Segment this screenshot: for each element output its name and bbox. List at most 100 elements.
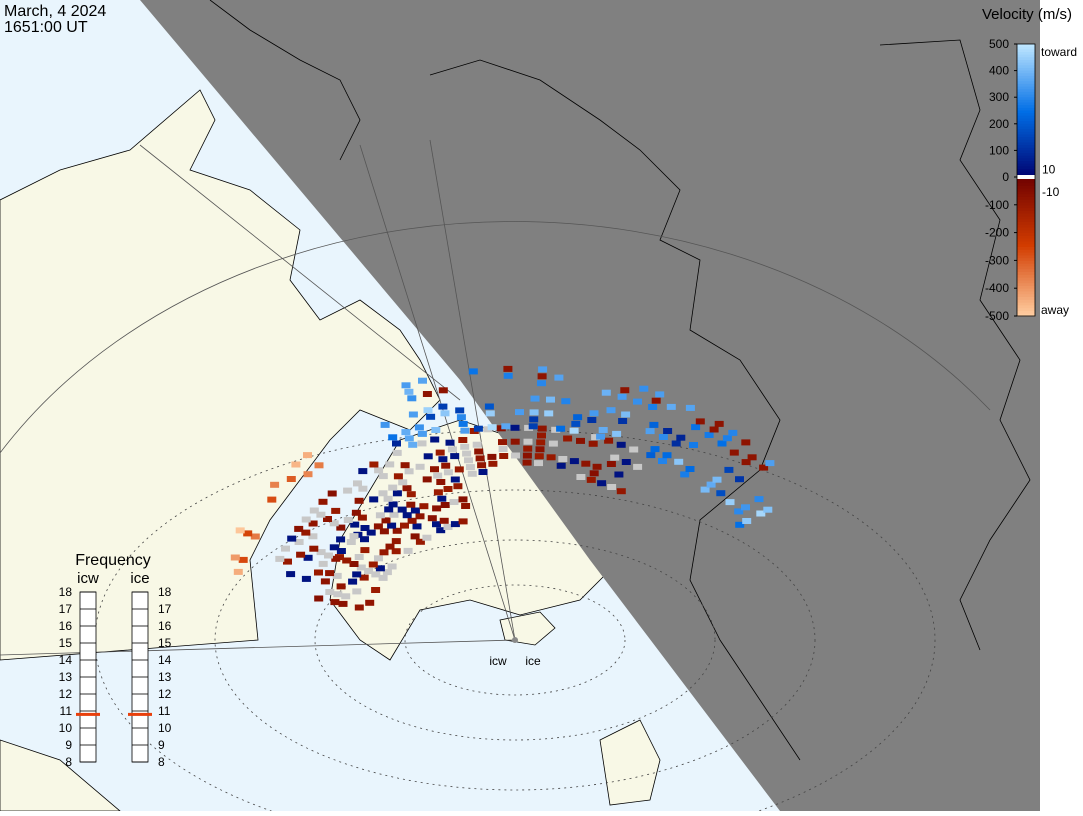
colorbar-segment <box>1017 199 1035 203</box>
echo-cell <box>358 468 368 475</box>
echo-cell <box>617 393 627 400</box>
colorbar-segment <box>1017 102 1035 106</box>
frequency-marker <box>76 712 100 716</box>
echo-cell <box>385 461 395 468</box>
echo-cell <box>406 491 416 498</box>
echo-cell <box>316 549 326 556</box>
echo-cell <box>301 516 311 523</box>
echo-cell <box>432 505 442 512</box>
echo-cell <box>330 599 340 606</box>
echo-cell <box>488 460 498 467</box>
echo-cell <box>691 424 701 431</box>
echo-cell <box>401 382 411 389</box>
coastlines <box>209 0 1031 761</box>
echo-cell <box>286 476 296 482</box>
colorbar-segment <box>1017 293 1035 298</box>
echo-cell <box>374 467 384 474</box>
echo-cell <box>374 555 383 562</box>
colorbar-tick-label: 200 <box>989 117 1009 131</box>
echo-cell <box>365 599 375 606</box>
colorbar-segment <box>1017 166 1035 170</box>
echo-cell <box>604 437 614 444</box>
echo-cell <box>309 545 319 552</box>
colorbar-segment <box>1017 268 1035 273</box>
colorbar-segment <box>1017 304 1035 309</box>
echo-cell <box>406 501 416 508</box>
echo-cell <box>569 458 579 465</box>
colorbar-segment <box>1017 54 1035 58</box>
echo-cell <box>741 504 750 511</box>
echo-cell <box>336 583 346 590</box>
echo-cell <box>610 454 620 461</box>
echo-cell <box>478 469 488 475</box>
colorbar-segment <box>1017 78 1035 82</box>
colorbar-segment <box>1017 204 1035 209</box>
echo-cell <box>281 545 290 552</box>
echo-cell <box>423 407 433 414</box>
echo-cell <box>301 529 311 536</box>
echo-cell <box>556 462 566 469</box>
colorbar-segment <box>1017 44 1035 48</box>
echo-cell <box>418 377 427 384</box>
colorbar-segment <box>1017 51 1035 56</box>
echo-cell <box>563 435 573 442</box>
echo-cell <box>503 372 513 379</box>
echo-cell <box>498 446 508 452</box>
echo-cell <box>522 452 532 459</box>
echo-cell <box>243 530 253 537</box>
echo-cell <box>587 417 597 423</box>
colorbar-segment <box>1017 302 1035 306</box>
colorbar-segment <box>1017 126 1035 130</box>
echo-cell <box>371 571 381 578</box>
echo-cell <box>402 512 412 519</box>
echo-cell <box>291 461 301 468</box>
echo-cell <box>639 385 649 392</box>
echo-cell <box>501 423 511 430</box>
echo-cell <box>561 398 571 405</box>
colorbar-segment <box>1017 75 1035 80</box>
echo-cell <box>648 404 658 410</box>
echo-cell <box>320 578 330 585</box>
colorbar-segment <box>1017 147 1035 151</box>
radar-name: icw <box>77 570 99 587</box>
echo-cell <box>314 569 323 576</box>
frequency-title: Frequency <box>75 552 151 569</box>
echo-cell <box>346 539 356 545</box>
echo-cell <box>450 476 460 483</box>
colorbar-segment <box>1017 115 1035 119</box>
echo-cell <box>360 536 369 543</box>
echo-cell <box>717 440 727 447</box>
colorbar-segment <box>1017 179 1035 184</box>
echo-cell <box>712 476 722 483</box>
colorbar-segment <box>1017 46 1035 50</box>
echo-cell <box>676 434 686 441</box>
echo-cell <box>756 510 766 517</box>
echo-cell <box>350 521 360 528</box>
colorbar-segment <box>1017 299 1035 303</box>
echo-cell <box>523 438 533 445</box>
echo-cell <box>458 420 468 427</box>
colorbar-segment <box>1017 107 1035 111</box>
echo-cell <box>422 534 432 541</box>
colorbar-segment <box>1017 65 1035 69</box>
echo-cell <box>759 464 769 471</box>
colorbar-tick-label: -500 <box>985 309 1009 323</box>
echo-cell <box>294 525 304 532</box>
echo-cell <box>618 418 628 424</box>
echo-cell <box>741 459 751 466</box>
colorbar-segment <box>1017 67 1035 72</box>
colorbar-segment <box>1017 139 1035 143</box>
frequency-marker <box>128 712 152 716</box>
colorbar-tick-label: -100 <box>985 198 1009 212</box>
echo-cell <box>438 403 448 410</box>
echo-cell <box>371 587 381 593</box>
echo-cell <box>433 489 443 496</box>
echo-cell <box>589 410 599 417</box>
echo-cell <box>704 432 714 438</box>
colorbar-inner-label: 10 <box>1042 162 1056 176</box>
echo-cell <box>441 462 451 469</box>
echo-cell <box>392 490 402 497</box>
colorbar-tick-label: 500 <box>989 37 1009 51</box>
colorbar-segment <box>1017 224 1035 228</box>
